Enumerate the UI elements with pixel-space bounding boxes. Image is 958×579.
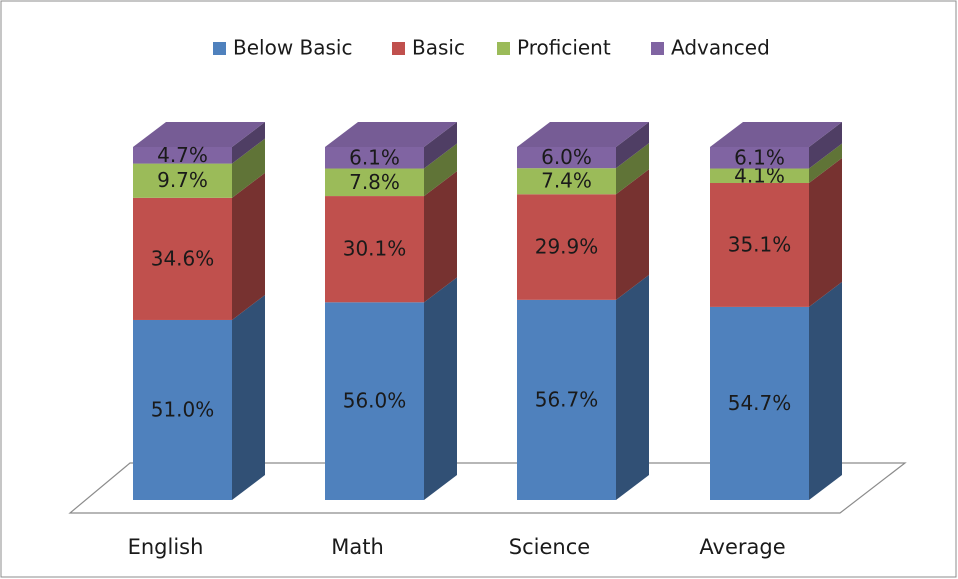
bar-side [809, 158, 842, 307]
bar-segment [133, 163, 232, 198]
bar-top [325, 122, 457, 147]
data-label: 56.7% [535, 387, 599, 411]
data-label: 35.1% [728, 232, 792, 256]
bar-top [517, 122, 649, 147]
data-label: 7.8% [349, 170, 400, 194]
legend-label: Basic [412, 36, 465, 60]
bar-side [809, 281, 842, 500]
bar-segment [325, 196, 424, 303]
bar-segment [710, 168, 809, 184]
bar-side [232, 138, 265, 198]
bar-side [809, 143, 842, 184]
bar-side [232, 294, 265, 500]
legend-swatch [213, 42, 226, 55]
bar-segment [133, 147, 232, 164]
bar-segment [133, 197, 232, 320]
legend-label: Below Basic [233, 36, 352, 60]
floor [68, 462, 907, 514]
legend-label: Advanced [671, 36, 770, 60]
bar-segment [517, 168, 616, 195]
bar-segment [517, 147, 616, 169]
bar-segment [710, 306, 809, 500]
data-label: 6.1% [349, 145, 400, 169]
bar-side [232, 122, 265, 164]
bar-top [133, 122, 265, 147]
data-label: 4.7% [157, 143, 208, 167]
bar-segment [325, 302, 424, 500]
bar-segment [517, 299, 616, 500]
bar-side [616, 169, 649, 300]
data-label: 6.1% [734, 145, 785, 169]
data-label: 29.9% [535, 235, 599, 259]
data-label: 51.0% [151, 397, 215, 421]
legend-swatch [497, 42, 510, 55]
legend-swatch [651, 42, 664, 55]
x-tick-label: Average [699, 535, 785, 559]
bar-side [616, 274, 649, 500]
bar-side [424, 277, 457, 500]
data-label: 9.7% [157, 168, 208, 192]
bar-side [616, 122, 649, 169]
x-tick-label: Science [509, 535, 590, 559]
data-label: 30.1% [343, 237, 407, 261]
data-label: 7.4% [541, 169, 592, 193]
data-label: 54.7% [728, 391, 792, 415]
bar-side [424, 122, 457, 169]
data-label: 56.0% [343, 389, 407, 413]
legend-swatch [392, 42, 405, 55]
bar-side [232, 172, 265, 320]
bar-segment [325, 147, 424, 169]
bar-segment [710, 147, 809, 169]
x-tick-label: English [128, 535, 204, 559]
legend-label: Proficient [517, 36, 611, 60]
bar-segment [325, 168, 424, 197]
bar-segment [517, 194, 616, 300]
bar-top [710, 122, 842, 147]
bar-segment [133, 319, 232, 500]
bar-side [616, 143, 649, 195]
bar-side [424, 143, 457, 197]
bar-side [809, 122, 842, 169]
bar-segment [710, 183, 809, 307]
data-label: 6.0% [541, 145, 592, 169]
x-tick-label: Math [331, 535, 384, 559]
data-label: 34.6% [151, 246, 215, 270]
bar-side [424, 171, 457, 303]
